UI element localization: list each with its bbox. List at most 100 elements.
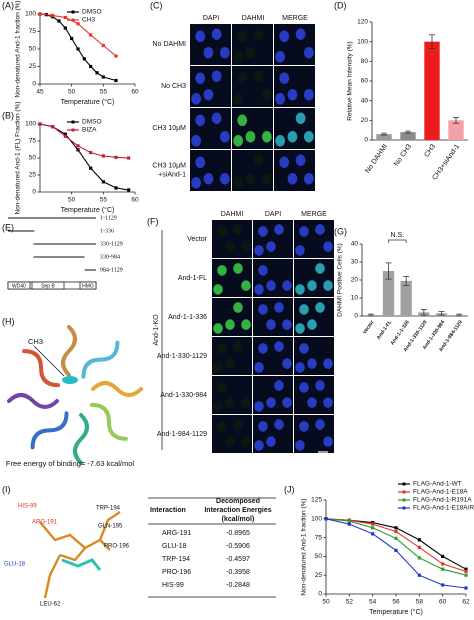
row-label: And-1-984-1129: [157, 431, 207, 438]
nucleus: [274, 419, 284, 430]
y-tick-label: 50: [29, 46, 37, 53]
nucleus: [254, 362, 264, 373]
y-tick-label: 100: [357, 38, 368, 45]
error-bar: [456, 313, 463, 317]
error-bar: [385, 262, 392, 280]
y-axis-label: DAHMI Positive Cells (%): [337, 243, 344, 317]
column-header: MERGE: [301, 211, 327, 218]
data-point: [95, 71, 99, 75]
y-tick-label: 0: [32, 189, 36, 196]
data-point: [464, 567, 468, 571]
nucleus: [211, 28, 222, 40]
nucleus: [275, 135, 286, 147]
nucleus: [303, 130, 314, 143]
x-tick-label: 56: [392, 599, 400, 606]
x-tick-label: 62: [462, 599, 470, 606]
row-label: CH3 10μM: [152, 162, 186, 169]
x-tick-label: CH3: [423, 143, 437, 159]
nucleus: [282, 319, 292, 330]
panel-label: (B): [2, 110, 14, 120]
nucleus: [233, 302, 243, 313]
panel-label: (A): [2, 0, 14, 10]
nucleus: [254, 284, 264, 295]
x-tick-label: No DAHMI: [364, 143, 389, 174]
residue-label: GLN-195: [98, 524, 123, 530]
residue-label: ARG-191: [32, 520, 58, 526]
legend-marker: [402, 506, 406, 510]
nucleus: [225, 397, 235, 408]
error-bar: [420, 309, 427, 316]
nucleus: [233, 51, 244, 63]
data-point: [70, 36, 74, 41]
nucleus: [266, 280, 276, 291]
table-cell: -0.2848: [226, 582, 250, 589]
panel-label: (J): [284, 484, 295, 494]
nucleus: [295, 323, 305, 334]
panel-label: (H): [2, 316, 15, 326]
x-tick-label: No CH3: [393, 143, 413, 167]
data-point: [76, 47, 80, 51]
nucleus: [217, 265, 227, 276]
y-tick-label: 0: [364, 137, 368, 144]
legend-label: FLAG-And-1-E18A/R191A: [413, 505, 474, 512]
panel-label: (E): [2, 222, 14, 232]
x-tick-label: 54: [369, 599, 377, 606]
caption: Free energy of binding= -7.63 kcal/mol: [6, 459, 135, 468]
error-bar: [453, 116, 459, 124]
construct-label: 984-1129: [100, 267, 123, 273]
table-cell: -0.4597: [226, 556, 250, 563]
nucleus: [266, 241, 276, 252]
data-point: [101, 43, 105, 48]
column-header: DAPI: [265, 211, 281, 218]
row-label: Vector: [187, 236, 208, 243]
nucleus: [254, 245, 264, 256]
y-tick-label: 20: [351, 277, 359, 284]
error-bar: [438, 311, 445, 316]
data-point: [114, 186, 118, 190]
row-label: No DAHMI: [153, 41, 187, 48]
data-point: [114, 78, 118, 83]
x-axis-label: Temperature (°C): [61, 206, 115, 214]
x-tick-label: 60: [131, 89, 139, 96]
legend-label: FLAG-And-1-R191A: [413, 497, 472, 504]
y-tick-label: 120: [357, 19, 368, 26]
nucleus: [315, 419, 325, 430]
y-tick-label: 50: [315, 553, 323, 560]
legend-marker: [71, 128, 75, 132]
residue-label: LEU-62: [40, 602, 61, 608]
data-point: [441, 583, 445, 587]
nucleus: [282, 397, 292, 408]
legend-label: FLAG-And-1-WT: [413, 481, 462, 488]
ribbon: [73, 413, 89, 465]
residue-label: GLU-18: [4, 562, 26, 568]
axis: [361, 244, 468, 317]
nucleus: [287, 88, 298, 101]
data-point: [57, 19, 61, 23]
nucleus: [195, 30, 206, 43]
nucleus: [195, 114, 206, 127]
panel-label: (C): [150, 0, 163, 10]
construct-label: 1-336: [100, 228, 114, 234]
legend-label: FLAG-And-1-E18A: [413, 489, 468, 496]
nucleus: [279, 156, 290, 169]
data-point: [324, 517, 328, 521]
x-tick-label: 60: [439, 599, 447, 606]
nucleus: [258, 421, 268, 432]
row-label: And-1-330-984: [160, 392, 207, 399]
x-tick-label: 45: [36, 89, 44, 96]
nucleus: [287, 130, 298, 143]
nucleus: [261, 88, 272, 101]
column-header: DAPI: [203, 15, 219, 22]
data-point: [127, 156, 131, 160]
row-label: +siAnd-1: [158, 171, 186, 178]
nucleus: [241, 280, 251, 291]
bar: [424, 41, 440, 140]
nucleus: [217, 421, 227, 432]
nucleus: [233, 263, 243, 274]
data-point: [394, 529, 398, 534]
nucleus: [237, 114, 248, 127]
nucleus: [241, 436, 251, 447]
legend-label: DMSO: [82, 119, 102, 126]
bar: [400, 132, 416, 140]
